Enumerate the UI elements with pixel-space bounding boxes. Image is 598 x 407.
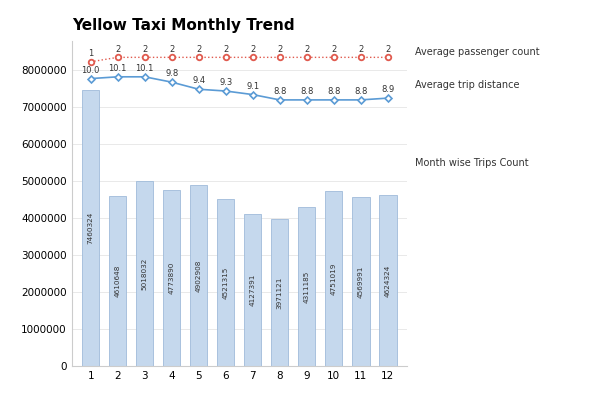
Bar <box>163 190 181 366</box>
Text: 9.3: 9.3 <box>219 78 232 87</box>
Text: 5018032: 5018032 <box>142 257 148 290</box>
Bar <box>379 195 396 366</box>
Text: 3971121: 3971121 <box>277 277 283 309</box>
Bar <box>136 181 154 366</box>
Text: Average passenger count: Average passenger count <box>415 47 539 57</box>
Bar <box>109 196 126 366</box>
Text: 2: 2 <box>169 45 174 54</box>
Text: 2: 2 <box>304 45 309 54</box>
Text: Month wise Trips Count: Month wise Trips Count <box>415 158 529 168</box>
Text: 9.8: 9.8 <box>165 69 178 78</box>
Text: 2: 2 <box>250 45 255 54</box>
Text: 4751019: 4751019 <box>331 262 337 295</box>
Bar <box>325 190 343 366</box>
Text: 10.1: 10.1 <box>108 64 127 73</box>
Text: 4127391: 4127391 <box>250 274 256 306</box>
Text: 4311185: 4311185 <box>304 270 310 303</box>
Text: 2: 2 <box>385 45 390 54</box>
Text: 10.1: 10.1 <box>136 64 154 73</box>
Bar <box>352 197 370 366</box>
Text: Yellow Taxi Monthly Trend: Yellow Taxi Monthly Trend <box>72 18 294 33</box>
Text: 7460324: 7460324 <box>88 212 94 245</box>
Text: 4521315: 4521315 <box>222 267 228 299</box>
Text: 2: 2 <box>223 45 228 54</box>
Bar <box>271 219 288 366</box>
Text: 2: 2 <box>331 45 336 54</box>
Text: 8.8: 8.8 <box>300 87 313 96</box>
Text: 10.0: 10.0 <box>81 66 100 75</box>
Bar <box>190 185 208 366</box>
Bar <box>298 207 316 366</box>
Text: Average trip distance: Average trip distance <box>415 80 519 90</box>
Text: 8.8: 8.8 <box>327 87 340 96</box>
Text: 9.1: 9.1 <box>246 82 260 91</box>
Text: 8.8: 8.8 <box>273 87 286 96</box>
Bar <box>82 90 99 366</box>
Text: 2: 2 <box>115 45 120 54</box>
Text: 8.8: 8.8 <box>354 87 367 96</box>
Text: 9.4: 9.4 <box>192 77 205 85</box>
Text: 4773890: 4773890 <box>169 262 175 294</box>
Bar <box>244 214 261 366</box>
Text: 2: 2 <box>142 45 147 54</box>
Text: 4610648: 4610648 <box>115 265 121 297</box>
Text: 4569991: 4569991 <box>358 266 364 298</box>
Text: 2: 2 <box>358 45 364 54</box>
Text: 4902908: 4902908 <box>196 259 202 292</box>
Text: 8.9: 8.9 <box>381 85 394 94</box>
Text: 2: 2 <box>277 45 282 54</box>
Text: 2: 2 <box>196 45 202 54</box>
Text: 1: 1 <box>88 49 93 58</box>
Text: 4624324: 4624324 <box>385 265 390 297</box>
Bar <box>217 199 234 366</box>
